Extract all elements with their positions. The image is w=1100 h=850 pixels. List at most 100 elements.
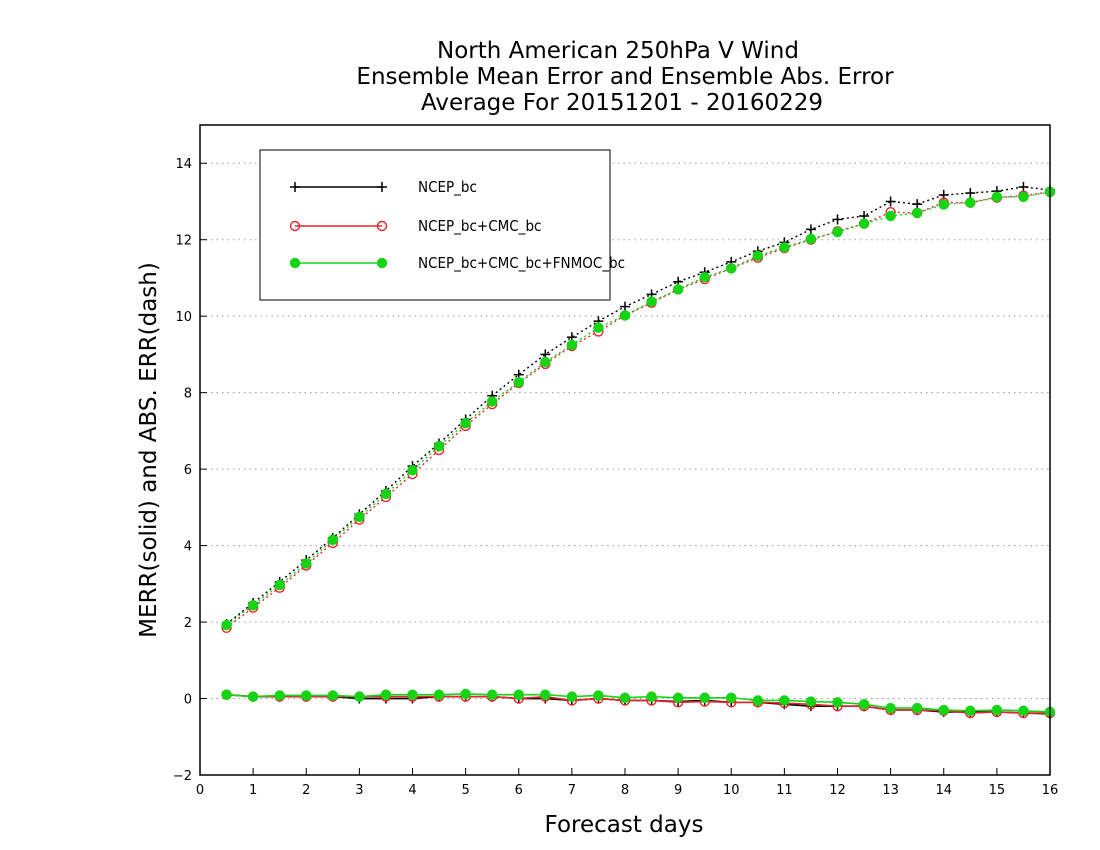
y-tick-label: 8 xyxy=(184,387,192,402)
mean-err-line xyxy=(226,693,1051,713)
abs-err-point xyxy=(619,310,631,321)
mean-err-point xyxy=(779,695,790,706)
mean-err-point xyxy=(885,702,896,714)
abs-err-point xyxy=(486,396,498,407)
legend-label: NCEP_bc+CMC_bc xyxy=(418,217,541,236)
abs-err-point xyxy=(885,196,896,207)
abs-err-point xyxy=(805,233,817,245)
abs-err-point xyxy=(221,619,232,631)
mean-err-point xyxy=(752,695,764,706)
y-tick-label: 2 xyxy=(184,616,192,631)
legend-label: NCEP_bc xyxy=(418,178,477,197)
chart-title-line-2: Ensemble Mean Error and Ensemble Abs. Er… xyxy=(356,64,894,90)
x-tick-label: 14 xyxy=(935,783,952,798)
abs-err-point xyxy=(672,284,684,295)
mean-err-point xyxy=(274,690,285,701)
y-tick-label: 4 xyxy=(184,540,192,555)
series-layer xyxy=(221,181,1056,719)
mean-err-point xyxy=(221,689,232,700)
mean-err-point xyxy=(247,691,259,702)
legend-label: NCEP_bc+CMC_bc+FNMOC_bc xyxy=(418,254,625,273)
abs-err-point xyxy=(726,263,737,274)
y-tick-label: 10 xyxy=(175,310,192,325)
mean-err-point xyxy=(619,692,631,704)
y-tick-label: 0 xyxy=(184,693,192,708)
y-tick-label: 6 xyxy=(184,463,192,478)
x-tick-label: 7 xyxy=(568,783,576,798)
legend-marker xyxy=(290,182,300,192)
abs-err-point xyxy=(646,296,657,307)
abs-err-point xyxy=(779,242,790,253)
x-axis: 0 1 2 3 4 5 6 7 8 9 10 11 12 13 14 15 16 xyxy=(196,768,1058,798)
abs-err-point xyxy=(433,440,445,452)
mean-err-point xyxy=(486,689,498,700)
mean-err-point xyxy=(327,690,339,701)
abs-err-point xyxy=(1018,191,1029,203)
abs-err-point xyxy=(832,226,843,238)
legend: NCEP_bc NCEP_bc+CMC_bc NCEP_bc+CMC_bc+FNMO… xyxy=(259,149,625,301)
legend-marker xyxy=(289,220,301,232)
abs-err-point xyxy=(699,271,710,283)
abs-err-point xyxy=(991,191,1003,203)
mean-err-point xyxy=(672,692,684,704)
abs-err-line xyxy=(226,191,1051,626)
mean-err-point xyxy=(991,704,1003,716)
chart-title: North American 250hPa V Wind Ensemble Me… xyxy=(356,38,894,116)
abs-err-point xyxy=(912,199,923,210)
abs-err-point xyxy=(460,417,471,429)
abs-err-point xyxy=(540,356,551,368)
legend-marker xyxy=(377,182,387,192)
x-tick-label: 8 xyxy=(621,783,629,798)
mean-err-point xyxy=(1018,705,1029,717)
y-axis: −2 0 2 4 6 8 10 12 14 xyxy=(173,157,207,784)
legend-item: NCEP_bc xyxy=(290,178,477,197)
legend-box xyxy=(259,149,611,301)
abs-err-point xyxy=(407,465,418,476)
abs-err-point xyxy=(965,197,976,208)
abs-err-point xyxy=(858,218,870,229)
legend-item: NCEP_bc+CMC_bc xyxy=(289,217,541,236)
abs-err-point xyxy=(832,214,843,225)
mean-err-point xyxy=(407,689,418,700)
mean-err-point xyxy=(433,689,445,700)
x-tick-label: 15 xyxy=(989,783,1006,798)
x-tick-label: 4 xyxy=(408,783,416,798)
abs-err-point xyxy=(513,377,524,388)
mean-err-point xyxy=(646,691,657,702)
abs-err-point xyxy=(566,339,578,351)
abs-err-point xyxy=(1018,181,1029,192)
x-tick-label: 16 xyxy=(1042,783,1059,798)
abs-err-point xyxy=(380,488,392,500)
mean-err-point xyxy=(566,691,578,702)
mean-err-point xyxy=(911,702,923,714)
abs-err-point xyxy=(274,579,285,591)
mean-err-point xyxy=(460,688,471,700)
x-tick-label: 10 xyxy=(723,783,740,798)
mean-err-point xyxy=(380,689,392,700)
mean-err-point xyxy=(938,704,949,716)
x-tick-label: 13 xyxy=(882,783,899,798)
abs-err-point xyxy=(354,511,365,523)
y-tick-label: 14 xyxy=(175,157,192,172)
x-tick-label: 1 xyxy=(249,783,257,798)
legend-item: NCEP_bc+CMC_bc+FNMOC_bc xyxy=(289,254,625,273)
y-tick-label: 12 xyxy=(175,234,192,249)
legend-marker xyxy=(376,257,388,269)
abs-err-point xyxy=(620,301,630,312)
x-tick-label: 5 xyxy=(461,783,469,798)
mean-err-point xyxy=(354,691,365,702)
chart-title-line-1: North American 250hPa V Wind xyxy=(437,38,799,64)
abs-err-point xyxy=(938,199,949,210)
mean-err-point xyxy=(699,692,710,704)
abs-err-point xyxy=(593,322,604,333)
abs-err-point xyxy=(327,534,339,546)
mean-err-point xyxy=(540,689,551,700)
x-tick-label: 9 xyxy=(674,783,682,798)
abs-err-point xyxy=(805,224,816,235)
y-tick-label: −2 xyxy=(173,769,192,784)
mean-err-point xyxy=(593,690,604,701)
x-axis-label: Forecast days xyxy=(545,812,704,838)
x-tick-label: 3 xyxy=(355,783,363,798)
mean-err-point xyxy=(805,696,817,707)
x-tick-label: 6 xyxy=(515,783,523,798)
